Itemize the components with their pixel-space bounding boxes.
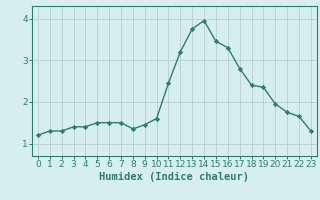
X-axis label: Humidex (Indice chaleur): Humidex (Indice chaleur)	[100, 172, 249, 182]
